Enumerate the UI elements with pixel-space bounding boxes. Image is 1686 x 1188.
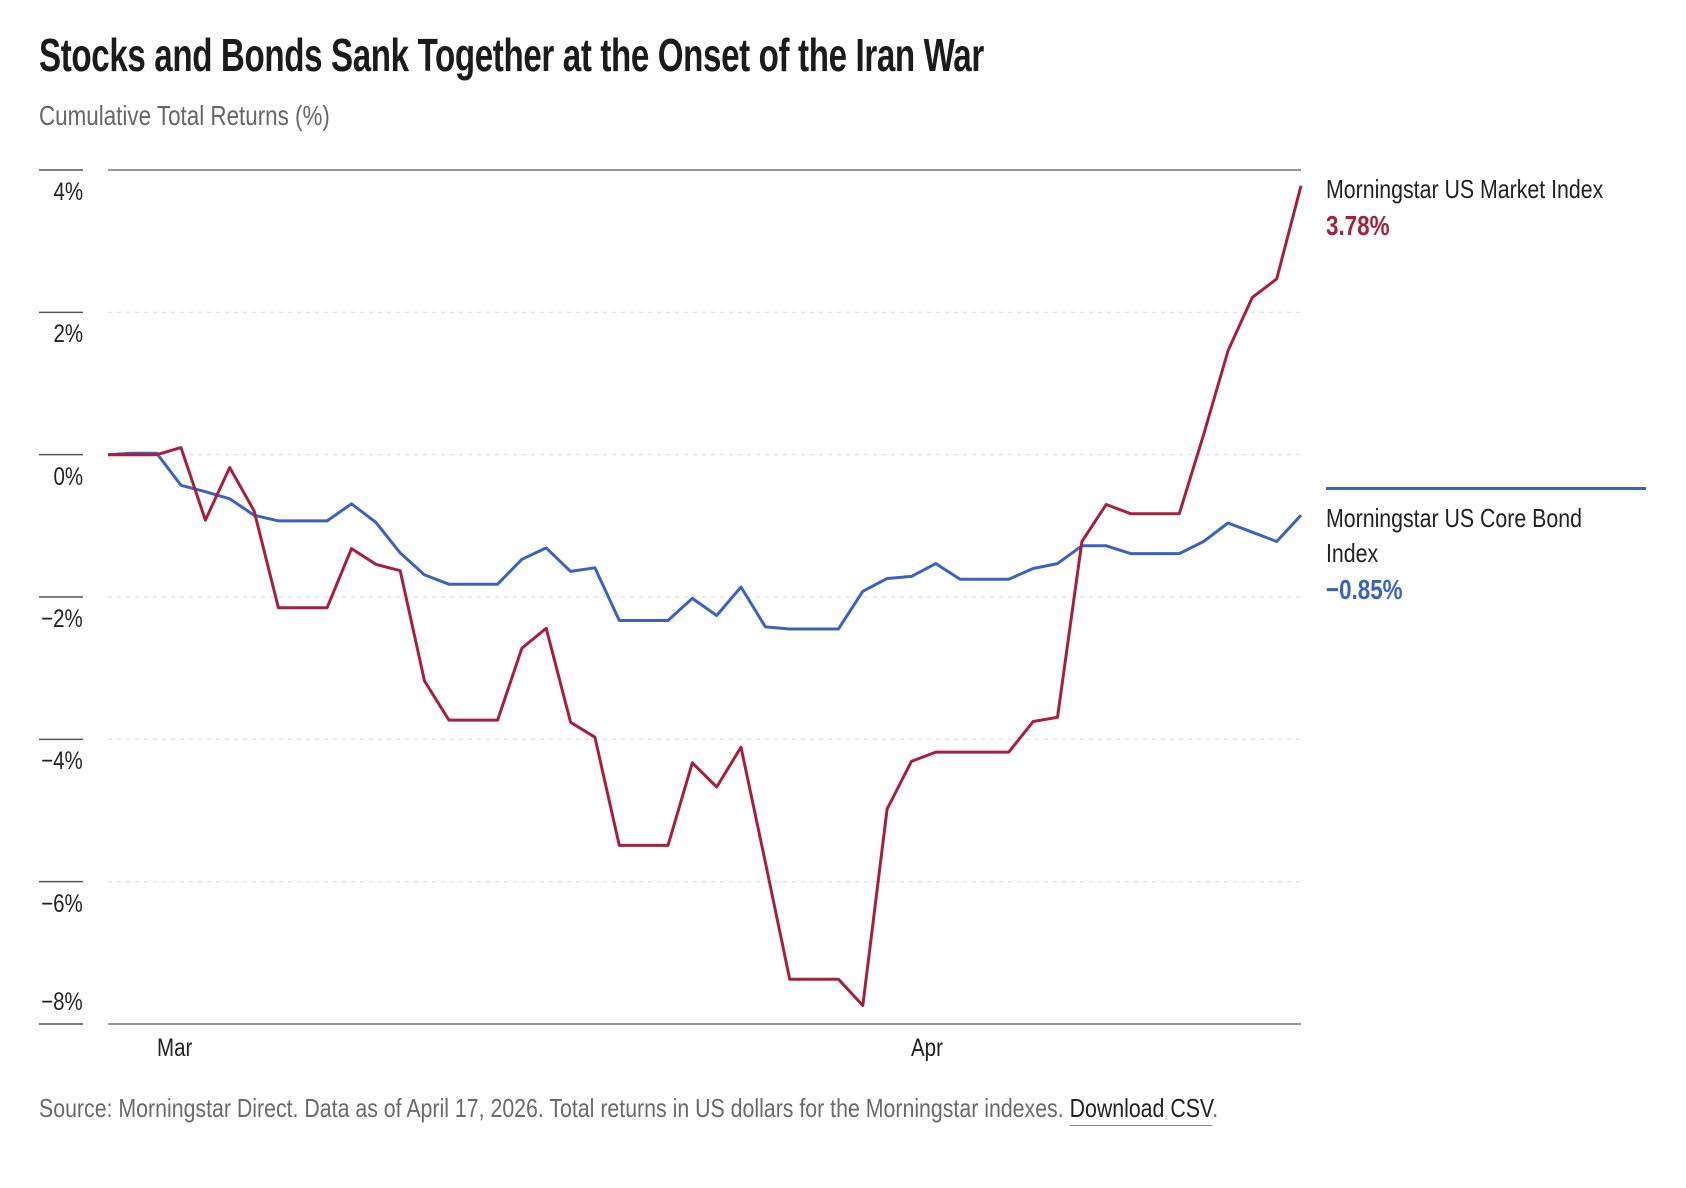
y-tick-label: 2% bbox=[53, 320, 83, 349]
y-tick-label: −4% bbox=[41, 747, 83, 776]
y-tick-label: −8% bbox=[41, 988, 83, 1016]
y-tick-label: −2% bbox=[41, 605, 83, 633]
series-line-morningstar-us-market-index bbox=[108, 185, 1303, 1007]
legend-bond-name-line2: Index bbox=[1326, 538, 1379, 568]
chart-subtitle: Cumulative Total Returns (%) bbox=[39, 100, 330, 131]
legend-bond-name-line1: Morningstar US Core Bond bbox=[1326, 503, 1582, 533]
legend-market-name: Morningstar US Market Index bbox=[1326, 174, 1604, 204]
x-tick-label: Mar bbox=[156, 1034, 192, 1062]
footer-note: Source: Morningstar Direct. Data as of A… bbox=[39, 1093, 1219, 1126]
y-tick-label: −6% bbox=[41, 889, 83, 918]
y-tick-label: 4% bbox=[53, 178, 83, 206]
download-csv-link[interactable]: Download CSV bbox=[1069, 1093, 1213, 1126]
y-tick-label: 0% bbox=[53, 462, 83, 491]
series-line-morningstar-us-core-bond-index bbox=[107, 451, 1303, 631]
x-tick-label: Apr bbox=[911, 1034, 944, 1062]
legend-bond-value: −0.85% bbox=[1326, 574, 1403, 605]
footer-period: . bbox=[1212, 1093, 1219, 1123]
legend-market-value: 3.78% bbox=[1326, 210, 1390, 241]
chart-title: Stocks and Bonds Sank Together at the On… bbox=[39, 29, 984, 81]
source-text: Source: Morningstar Direct. Data as of A… bbox=[39, 1093, 1064, 1123]
legend-bond-line bbox=[1326, 487, 1646, 490]
